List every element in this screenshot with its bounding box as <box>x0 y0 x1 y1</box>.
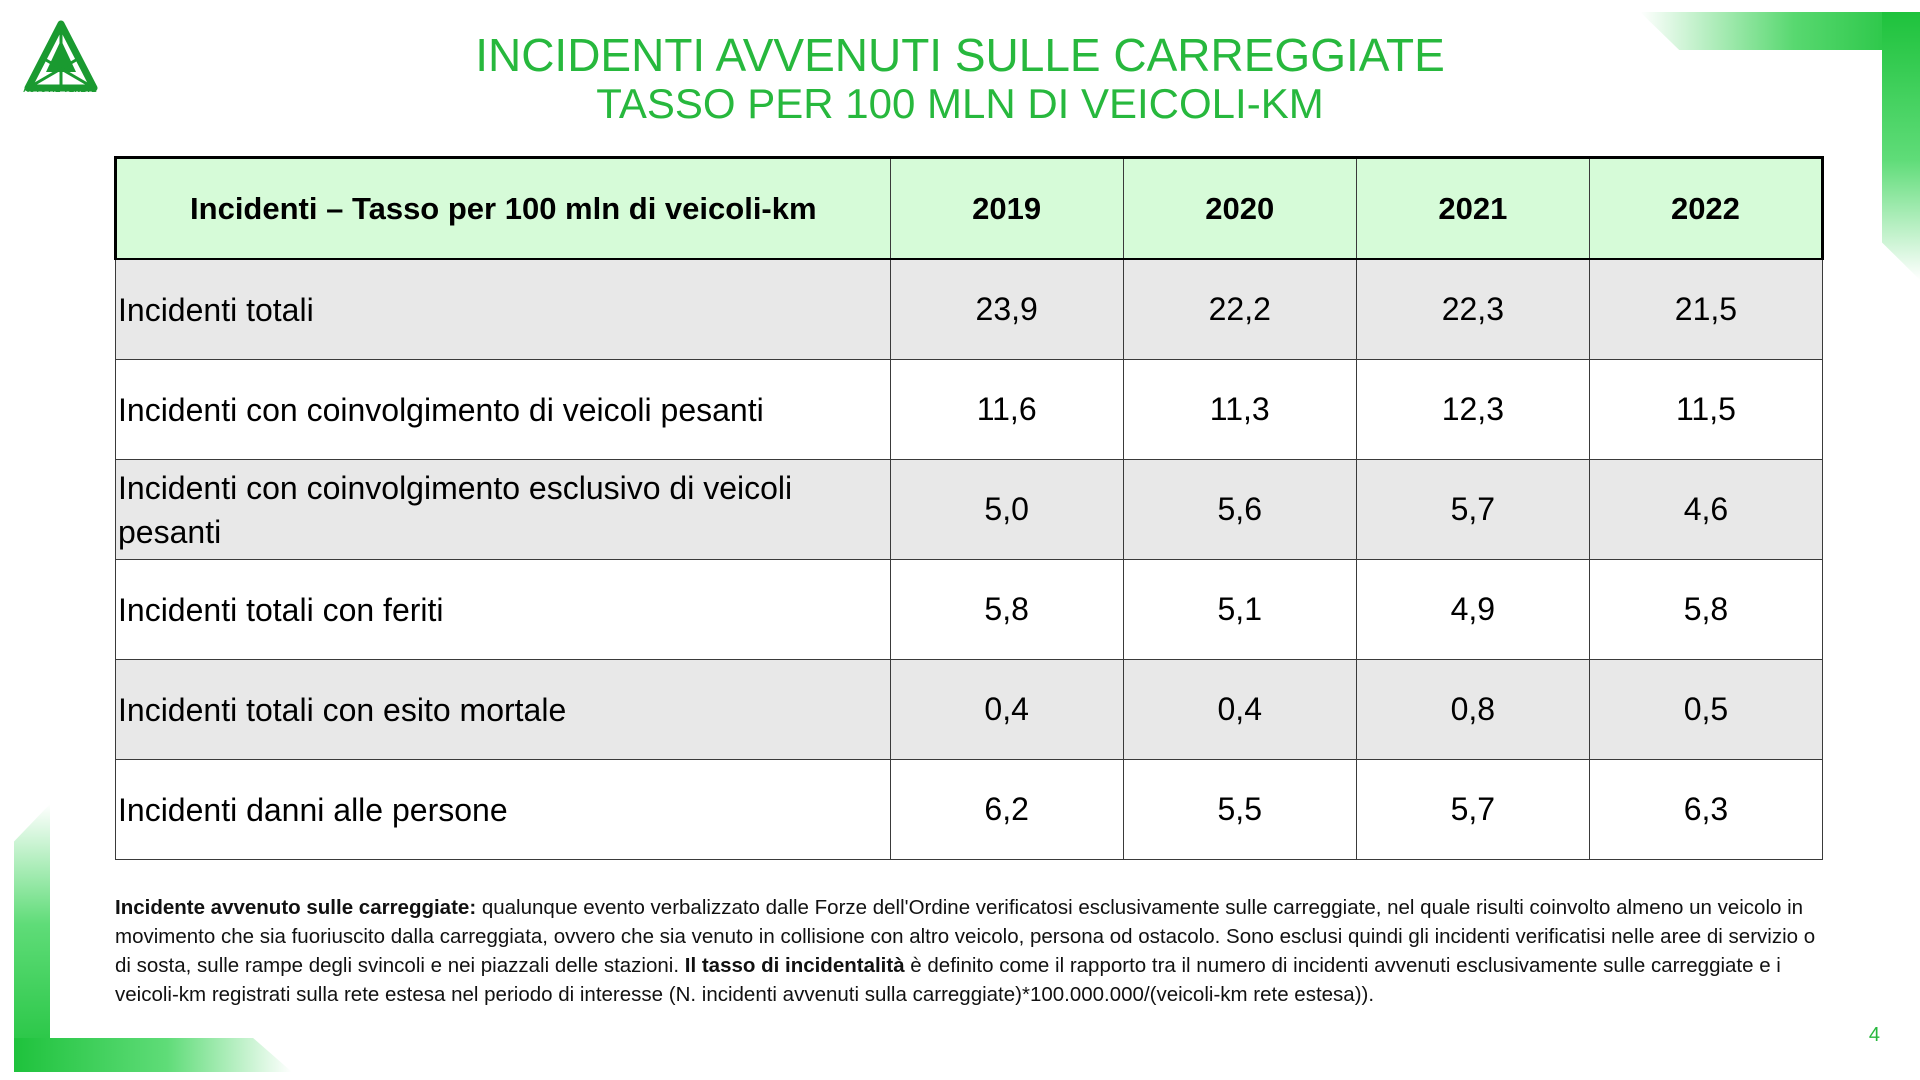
header-year-2019: 2019 <box>889 156 1124 260</box>
row-label: Incidenti con coinvolgimento di veicoli … <box>115 359 891 460</box>
decor-corner-bottom-left-horizontal <box>14 1038 292 1072</box>
cell-value: 5,7 <box>1355 459 1590 560</box>
cell-value: 0,4 <box>1122 659 1357 760</box>
note-text-tasso: è definito come il rapporto tra il numer… <box>115 954 1781 1006</box>
page-number: 4 <box>1868 1024 1880 1046</box>
row-label: Incidenti totali con feriti <box>115 559 891 660</box>
row-label: Incidenti danni alle persone <box>115 759 891 860</box>
table-row: Incidenti totali con esito mortale 0,4 0… <box>115 659 1824 760</box>
cell-value: 5,6 <box>1122 459 1357 560</box>
cell-value: 5,8 <box>889 559 1124 660</box>
autovie-logo-icon <box>24 20 98 92</box>
page-subtitle: TASSO PER 100 MLN DI VEICOLI-KM <box>596 80 1324 127</box>
table-row: Incidenti totali con feriti 5,8 5,1 4,9 … <box>115 559 1824 660</box>
cell-value: 11,6 <box>889 359 1124 460</box>
cell-value: 5,8 <box>1588 559 1824 660</box>
cell-value: 6,2 <box>889 759 1124 860</box>
cell-value: 23,9 <box>889 258 1124 360</box>
cell-value: 0,5 <box>1588 659 1824 760</box>
table-row: Incidenti totali 23,9 22,2 22,3 21,5 <box>115 258 1824 360</box>
header-metric: Incidenti – Tasso per 100 mln di veicoli… <box>114 156 891 260</box>
header-year-2022: 2022 <box>1588 156 1825 260</box>
page-title: INCIDENTI AVVENUTI SULLE CARREGGIATE <box>475 29 1445 81</box>
note-term-incidente: Incidente avvenuto sulle carreggiate: <box>115 896 477 919</box>
cell-value: 22,3 <box>1355 258 1590 360</box>
cell-value: 0,4 <box>889 659 1124 760</box>
cell-value: 12,3 <box>1355 359 1590 460</box>
cell-value: 6,3 <box>1588 759 1824 860</box>
cell-value: 0,8 <box>1355 659 1590 760</box>
row-label: Incidenti totali con esito mortale <box>115 659 891 760</box>
cell-value: 5,1 <box>1122 559 1357 660</box>
logo-wordmark: AUTOVIE VENETE <box>23 85 97 94</box>
cell-value: 5,0 <box>889 459 1124 560</box>
cell-value: 22,2 <box>1122 258 1357 360</box>
decor-corner-top-right-horizontal <box>1640 12 1920 50</box>
note-text-incidente: qualunque evento verbalizzato dalle Forz… <box>115 896 1816 977</box>
header-year-2020: 2020 <box>1122 156 1357 260</box>
cell-value: 4,6 <box>1588 459 1824 560</box>
definition-note: Incidente avvenuto sulle carreggiate: qu… <box>115 893 1825 1009</box>
row-label: Incidenti con coinvolgimento esclusivo d… <box>115 459 891 560</box>
incident-rate-table: Incidenti – Tasso per 100 mln di veicoli… <box>114 156 1825 860</box>
table-header-row: Incidenti – Tasso per 100 mln di veicoli… <box>114 156 1825 260</box>
cell-value: 11,3 <box>1122 359 1357 460</box>
header-year-2021: 2021 <box>1355 156 1590 260</box>
table-row: Incidenti con coinvolgimento esclusivo d… <box>115 459 1824 560</box>
cell-value: 5,7 <box>1355 759 1590 860</box>
decor-corner-top-right-vertical <box>1882 12 1920 280</box>
cell-value: 4,9 <box>1355 559 1590 660</box>
table-row: Incidenti con coinvolgimento di veicoli … <box>115 359 1824 460</box>
cell-value: 11,5 <box>1588 359 1824 460</box>
row-label: Incidenti totali <box>115 258 891 360</box>
table-row: Incidenti danni alle persone 6,2 5,5 5,7… <box>115 759 1824 860</box>
cell-value: 21,5 <box>1588 258 1824 360</box>
cell-value: 5,5 <box>1122 759 1357 860</box>
decor-corner-bottom-left-vertical <box>14 804 50 1072</box>
note-term-tasso: Il tasso di incidentalità <box>684 954 905 977</box>
